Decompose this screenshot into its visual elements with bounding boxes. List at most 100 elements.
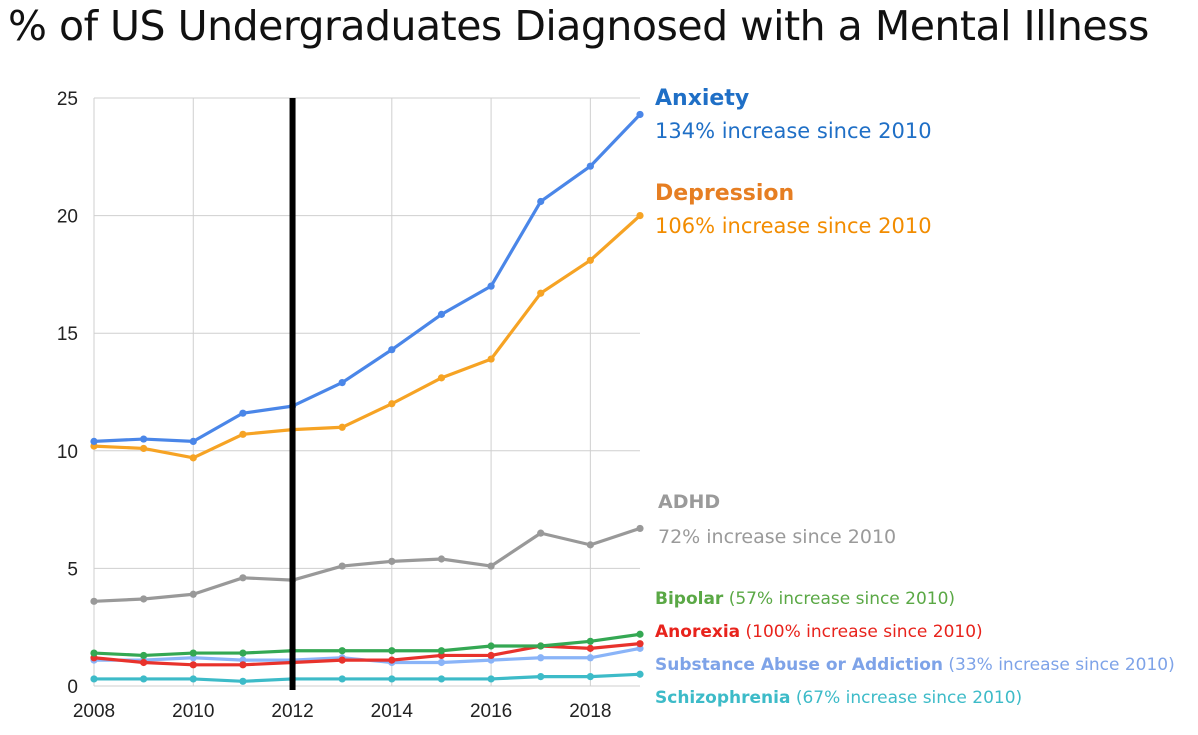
depression-point (338, 423, 346, 431)
anorexia-point (338, 656, 346, 664)
x-tick-label: 2016 (470, 701, 512, 722)
y-tick-label: 0 (67, 677, 78, 698)
schizophrenia-point (636, 670, 644, 678)
substance-label: Substance Abuse or Addiction (655, 655, 943, 675)
chart-grid (93, 97, 640, 687)
depression-note: 106% increase since 2010 (655, 214, 932, 238)
depression-point (239, 430, 247, 438)
anxiety-point (487, 282, 495, 290)
depression-point (636, 212, 644, 220)
adhd-point (239, 574, 247, 582)
schizophrenia-point (437, 675, 446, 683)
anxiety-point (586, 162, 594, 170)
adhd-point (140, 595, 148, 603)
anorexia-point (586, 644, 594, 652)
anxiety-point (388, 346, 396, 354)
schizophrenia-series-line (92, 672, 642, 683)
bipolar-note: (57% increase since 2010) (723, 589, 956, 609)
depression-point (140, 444, 148, 453)
anorexia-point (239, 661, 247, 669)
anxiety-note: 134% increase since 2010 (655, 119, 932, 143)
y-tick-label: 20 (57, 207, 78, 228)
anxiety-label: Anxiety (655, 86, 750, 111)
depression-point (437, 374, 446, 382)
anxiety-point (437, 310, 446, 318)
anorexia-note: (100% increase since 2010) (740, 622, 983, 642)
schizophrenia-point (487, 675, 495, 683)
anorexia-point (189, 661, 197, 669)
anxiety-point (90, 437, 98, 445)
adhd-point (636, 524, 644, 533)
adhd-point (586, 541, 594, 549)
schizophrenia-note: (67% increase since 2010) (790, 688, 1023, 708)
bipolar-point (388, 647, 396, 655)
depression-annotation: Depression 106% increase since 2010 (655, 181, 932, 238)
bipolar-label: Bipolar (655, 589, 724, 609)
chart-title: % of US Undergraduates Diagnosed with a … (8, 2, 1149, 50)
anxiety-point (189, 437, 197, 445)
substance-annotation: Substance Abuse or Addiction (33% increa… (655, 655, 1175, 675)
bipolar-annotation: Bipolar (57% increase since 2010) (655, 589, 955, 609)
adhd-point (388, 557, 396, 565)
schizophrenia-point (239, 677, 247, 685)
substance-abuse-or-addiction-point (586, 654, 594, 662)
bipolar-point (338, 647, 346, 655)
bipolar-point (239, 649, 247, 657)
adhd-label: ADHD (658, 491, 721, 513)
adhd-point (537, 529, 545, 537)
substance-note: (33% increase since 2010) (942, 655, 1175, 675)
y-tick-label: 10 (57, 442, 78, 463)
schizophrenia-point (189, 675, 197, 683)
schizophrenia-point (537, 672, 545, 681)
x-tick-label: 2018 (569, 701, 611, 722)
bipolar-point (487, 642, 495, 650)
schizophrenia-point (90, 675, 98, 683)
x-tick-label: 2010 (172, 701, 214, 722)
anorexia-point (388, 656, 396, 664)
y-tick-label: 5 (67, 559, 78, 580)
bipolar-point (437, 647, 446, 655)
adhd-point (90, 597, 98, 605)
depression-series-line (92, 214, 642, 460)
bipolar-point (140, 651, 148, 660)
chart-series (90, 110, 644, 685)
anxiety-point (338, 378, 346, 387)
schizophrenia-point (140, 675, 148, 683)
adhd-point (189, 590, 197, 598)
y-tick-label: 25 (57, 89, 78, 110)
schizophrenia-point (388, 675, 396, 683)
anorexia-label: Anorexia (655, 622, 741, 642)
depression-point (388, 400, 396, 408)
depression-point (487, 355, 495, 363)
anxiety-point (537, 197, 545, 206)
bipolar-point (586, 637, 594, 645)
adhd-point (487, 562, 495, 570)
bipolar-point (189, 649, 197, 657)
bipolar-point (90, 649, 98, 657)
schizophrenia-annotation: Schizophrenia (67% increase since 2010) (655, 688, 1022, 708)
schizophrenia-label: Schizophrenia (655, 688, 791, 708)
schizophrenia-point (338, 675, 346, 683)
x-tick-label: 2014 (371, 701, 414, 722)
axis-tick-labels: 0 5 10 15 20 25 2008 2010 2012 2014 2016 2018 (57, 89, 612, 722)
depression-label: Depression (655, 181, 795, 206)
adhd-point (338, 562, 346, 570)
anorexia-point (487, 651, 495, 660)
anxiety-point (239, 409, 247, 417)
y-tick-label: 15 (57, 324, 78, 345)
bipolar-point (636, 630, 644, 638)
x-tick-label: 2012 (271, 701, 313, 722)
anorexia-annotation: Anorexia (100% increase since 2010) (655, 622, 983, 642)
depression-point (586, 256, 594, 264)
depression-point (537, 289, 545, 297)
adhd-note: 72% increase since 2010 (658, 526, 897, 548)
adhd-point (437, 555, 446, 563)
anxiety-annotation: Anxiety 134% increase since 2010 (655, 86, 932, 143)
anxiety-series-line (92, 112, 642, 443)
substance-abuse-or-addiction-point (537, 654, 545, 662)
substance-abuse-or-addiction-point (437, 658, 446, 667)
schizophrenia-point (586, 672, 594, 681)
anxiety-point (140, 435, 148, 443)
anxiety-point (636, 110, 644, 119)
